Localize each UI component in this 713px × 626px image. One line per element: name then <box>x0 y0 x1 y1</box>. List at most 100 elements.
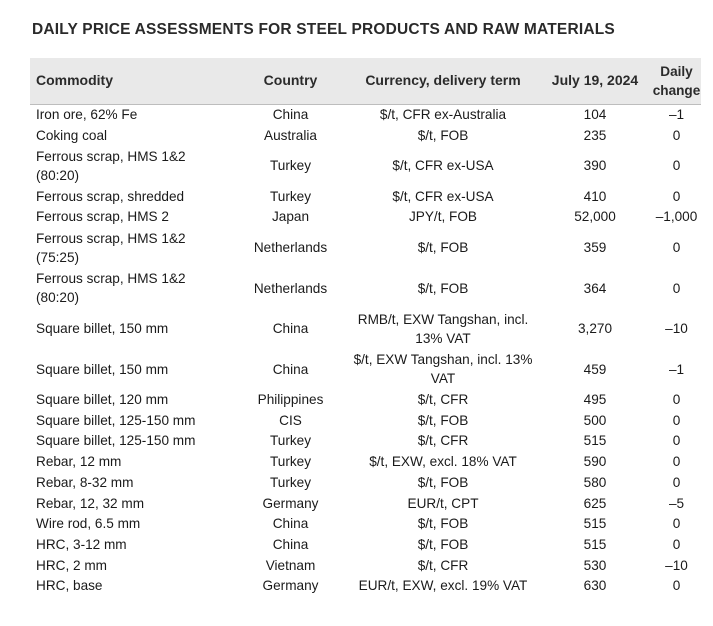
cell-change: –10 <box>665 557 688 573</box>
header-row: Commodity Country Currency, delivery ter… <box>30 58 701 105</box>
table-row: Square billet, 150 mm China $/t, EXW Tan… <box>30 349 701 390</box>
cell-country: Netherlands <box>253 280 328 296</box>
table-row: Square billet, 125-150 mm Turkey $/t, CF… <box>30 431 701 452</box>
cell-country: Turkey <box>269 158 312 174</box>
header-daily-change: Daily change <box>652 58 701 105</box>
price-table: Commodity Country Currency, delivery ter… <box>30 58 701 596</box>
cell-currency: $/t, FOB <box>417 516 469 532</box>
cell-country: China <box>272 361 309 377</box>
cell-commodity: Iron ore, 62% Fe <box>36 107 138 123</box>
cell-price: 359 <box>583 240 607 255</box>
cell-price: 515 <box>583 536 607 552</box>
cell-commodity: Rebar, 8-32 mm <box>36 474 134 490</box>
cell-country: Turkey <box>269 454 312 470</box>
cell-change: 0 <box>672 188 681 204</box>
table-row: Square billet, 150 mm China RMB/t, EXW T… <box>30 308 701 349</box>
cell-currency: $/t, CFR <box>417 433 469 449</box>
cell-price: 515 <box>583 433 607 449</box>
cell-commodity: HRC, 2 mm <box>36 557 107 573</box>
header-commodity: Commodity <box>30 58 233 105</box>
cell-price: 390 <box>583 158 607 174</box>
cell-price: 3,270 <box>577 321 613 336</box>
cell-currency: $/t, FOB <box>417 280 469 296</box>
cell-price: 104 <box>583 107 607 123</box>
table-body: Iron ore, 62% Fe China $/t, CFR ex-Austr… <box>30 104 701 596</box>
table-row: Ferrous scrap, HMS 2 Japan JPY/t, FOB 52… <box>30 207 701 228</box>
cell-country: China <box>272 107 309 123</box>
cell-price: 580 <box>583 474 607 490</box>
cell-change: 0 <box>672 240 681 255</box>
table-header: Commodity Country Currency, delivery ter… <box>30 58 701 105</box>
cell-currency: EUR/t, CPT <box>407 495 479 511</box>
cell-country: China <box>272 536 309 552</box>
table-row: Rebar, 12 mm Turkey $/t, EXW, excl. 18% … <box>30 451 701 472</box>
table-row: Ferrous scrap, shredded Turkey $/t, CFR … <box>30 186 701 207</box>
cell-country: Turkey <box>269 188 312 204</box>
cell-change: 0 <box>672 280 681 296</box>
cell-commodity: Square billet, 150 mm <box>36 321 169 336</box>
cell-change: 0 <box>672 516 681 532</box>
cell-change: 0 <box>672 454 681 470</box>
cell-price: 410 <box>583 188 607 204</box>
cell-currency: $/t, FOB <box>417 240 469 255</box>
cell-price: 235 <box>583 127 607 143</box>
cell-change: 0 <box>672 536 681 552</box>
cell-country: Turkey <box>269 474 312 490</box>
cell-currency: $/t, CFR <box>417 392 469 408</box>
cell-currency: $/t, FOB <box>417 474 469 490</box>
cell-commodity: Square billet, 125-150 mm <box>36 433 196 449</box>
cell-currency: $/t, FOB <box>417 536 469 552</box>
table-row: Ferrous scrap, HMS 1&2 (80:20) Netherlan… <box>30 268 701 309</box>
cell-change: –1 <box>668 361 685 377</box>
cell-change: 0 <box>672 158 681 174</box>
cell-commodity: Square billet, 150 mm <box>36 361 169 377</box>
cell-country: Vietnam <box>265 557 316 573</box>
cell-currency: $/t, CFR ex-USA <box>392 188 494 204</box>
cell-country: China <box>272 321 309 336</box>
cell-currency: $/t, EXW, excl. 18% VAT <box>369 454 517 470</box>
cell-change: 0 <box>672 578 681 594</box>
cell-country: CIS <box>279 412 302 428</box>
cell-price: 500 <box>583 412 607 428</box>
cell-change: 0 <box>672 127 681 143</box>
cell-price: 459 <box>583 361 607 377</box>
cell-commodity: Ferrous scrap, HMS 2 <box>36 209 169 225</box>
cell-commodity: Ferrous scrap, shredded <box>36 188 185 204</box>
cell-change: 0 <box>672 412 681 428</box>
cell-country: Germany <box>262 495 319 511</box>
cell-country: Japan <box>271 209 310 225</box>
cell-commodity: Ferrous scrap, HMS 1&2 (80:20) <box>36 271 186 305</box>
cell-change: 0 <box>672 392 681 408</box>
header-country: Country <box>233 58 348 105</box>
cell-country: Germany <box>262 578 319 594</box>
cell-currency: EUR/t, EXW, excl. 19% VAT <box>358 578 528 594</box>
cell-price: 495 <box>583 392 607 408</box>
cell-change: –1 <box>668 107 685 123</box>
cell-price: 515 <box>583 516 607 532</box>
table-row: Square billet, 125-150 mm CIS $/t, FOB 5… <box>30 410 701 431</box>
table-row: HRC, 2 mm Vietnam $/t, CFR 530 –10 <box>30 555 701 576</box>
cell-currency: $/t, CFR ex-USA <box>392 158 494 174</box>
cell-country: Netherlands <box>253 240 328 255</box>
table-row: Rebar, 12, 32 mm Germany EUR/t, CPT 625 … <box>30 493 701 514</box>
header-currency: Currency, delivery term <box>348 58 538 105</box>
cell-price: 625 <box>583 495 607 511</box>
cell-currency: $/t, CFR ex-Australia <box>379 107 507 123</box>
table-row: Ferrous scrap, HMS 1&2 (80:20) Turkey $/… <box>30 145 701 186</box>
cell-price: 364 <box>583 280 607 296</box>
table-row: Rebar, 8-32 mm Turkey $/t, FOB 580 0 <box>30 472 701 493</box>
table-row: Iron ore, 62% Fe China $/t, CFR ex-Austr… <box>30 104 701 125</box>
cell-change: –10 <box>665 321 688 336</box>
table-row: Coking coal Australia $/t, FOB 235 0 <box>30 125 701 146</box>
cell-country: Philippines <box>257 392 324 408</box>
cell-change: –5 <box>668 495 685 511</box>
cell-currency: JPY/t, FOB <box>409 209 477 225</box>
table-row: Square billet, 120 mm Philippines $/t, C… <box>30 389 701 410</box>
cell-commodity: Rebar, 12 mm <box>36 454 122 470</box>
cell-commodity: Rebar, 12, 32 mm <box>36 495 145 511</box>
table-row: HRC, 3-12 mm China $/t, FOB 515 0 <box>30 534 701 555</box>
cell-price: 630 <box>583 578 607 594</box>
cell-currency: RMB/t, EXW Tangshan, incl. 13% VAT <box>357 311 529 346</box>
cell-country: Turkey <box>269 433 312 449</box>
cell-price: 52,000 <box>574 209 616 225</box>
